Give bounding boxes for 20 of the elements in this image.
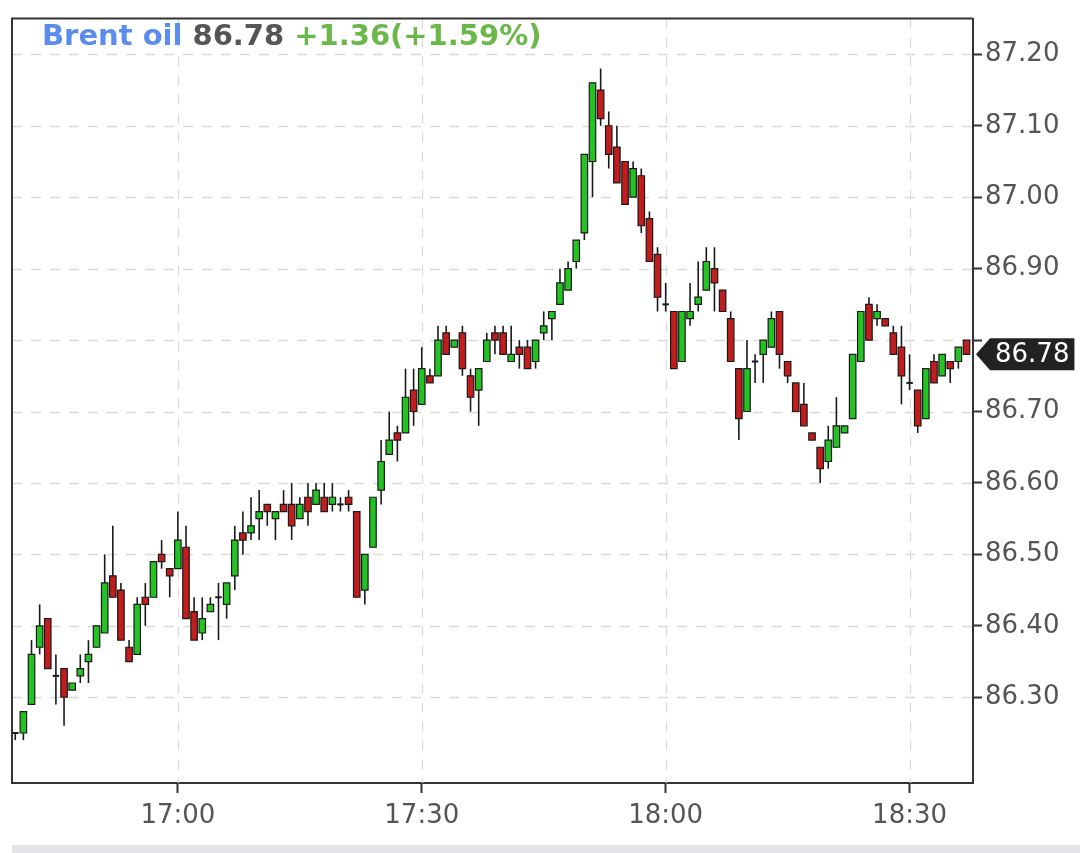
candlestick bbox=[661, 282, 670, 313]
y-tick-label: 87.20 bbox=[985, 37, 1060, 68]
x-tick-label: 18:30 bbox=[872, 799, 948, 830]
y-tick-label: 87.10 bbox=[985, 108, 1060, 139]
y-tick-label: 86.60 bbox=[985, 465, 1060, 496]
candlestick bbox=[750, 353, 760, 384]
y-tick-label: 86.30 bbox=[985, 680, 1060, 711]
chart-title: Brent oil bbox=[42, 18, 183, 52]
y-tick-label: 86.50 bbox=[985, 537, 1060, 568]
y-tick-label: 87.00 bbox=[985, 179, 1060, 210]
x-tick-label: 18:00 bbox=[628, 799, 704, 830]
y-tick-label: 86.40 bbox=[985, 608, 1060, 639]
y-tick-label: 86.90 bbox=[985, 251, 1060, 282]
candlestick bbox=[905, 353, 914, 391]
x-tick-label: 17:00 bbox=[140, 799, 216, 830]
annotation: +1.36(+1.59%) bbox=[294, 18, 542, 52]
x-tick-label: 17:30 bbox=[384, 799, 460, 830]
y-tick-label: 86.70 bbox=[985, 394, 1060, 425]
text: 86.78 bbox=[995, 338, 1070, 369]
annotation: 86.78 bbox=[192, 18, 285, 52]
